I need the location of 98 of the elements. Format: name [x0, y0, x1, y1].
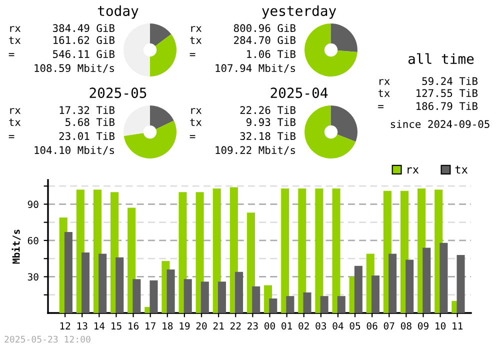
bar	[116, 257, 124, 313]
x-tick-label: 12	[60, 322, 70, 330]
bar	[184, 279, 192, 313]
bar	[388, 254, 397, 313]
bar	[196, 192, 204, 313]
text: rx 384.49 GiB	[10, 24, 115, 32]
x-tick-label: 15	[112, 322, 122, 330]
donut-slice	[304, 106, 356, 158]
text: tx 161.62 GiB	[9, 36, 115, 44]
bar	[281, 188, 290, 313]
bar	[252, 286, 260, 313]
donut-slice	[150, 106, 174, 130]
bar	[212, 188, 221, 313]
x-tick-label: 02	[298, 322, 309, 330]
x-tick-label: 18	[162, 322, 173, 330]
text: 109.22 Mbit/s	[216, 146, 295, 155]
x-tick-label: 03	[316, 322, 326, 330]
bar	[303, 292, 312, 313]
bar	[320, 296, 328, 313]
bar	[456, 254, 465, 313]
y-tick-label: 30	[28, 273, 38, 281]
text: rx 17.32 TiB	[10, 106, 115, 114]
bar	[218, 282, 226, 313]
legend-label: tx	[455, 166, 468, 174]
donut-slice	[304, 24, 358, 76]
chart-title: today	[98, 5, 138, 19]
x-tick-label: 11	[452, 322, 463, 330]
text: since 2024-09-05	[390, 120, 490, 128]
text: all time	[408, 53, 474, 64]
x-tick-label: 14	[94, 322, 105, 330]
text: tx 9.93 TiB	[190, 118, 296, 126]
x-tick-label: 20	[196, 322, 207, 330]
text: tx 284.70 GiB	[190, 36, 296, 44]
y-tick-label: 60	[28, 236, 38, 244]
text: rx 800.96 GiB	[191, 24, 296, 32]
bar	[440, 242, 448, 313]
bar	[246, 212, 255, 313]
text: = 32.18 TiB	[190, 132, 296, 140]
bar	[354, 266, 362, 313]
donut-slice	[150, 34, 176, 76]
x-tick-label: 17	[146, 322, 156, 330]
x-tick-label: 08	[400, 322, 412, 330]
text: 104.10 Mbit/s	[34, 146, 114, 155]
x-tick-label: 00	[264, 322, 275, 330]
x-tick-label: 23	[248, 322, 258, 330]
bar	[371, 276, 380, 313]
bar	[166, 269, 175, 313]
text: tx 127.55 TiB	[378, 88, 478, 98]
bar	[286, 296, 294, 313]
bar	[235, 272, 244, 313]
donut-slice	[124, 106, 150, 136]
x-tick-label: 05	[350, 322, 360, 330]
x-tick-label: 04	[332, 322, 344, 330]
donut-slice	[124, 24, 150, 76]
bar	[406, 260, 414, 313]
text: 108.59 Mbit/s	[34, 64, 114, 73]
x-tick-label: 07	[384, 322, 394, 330]
chart-title: yesterday	[262, 5, 336, 19]
bar	[150, 280, 158, 313]
text: tx 5.68 TiB	[9, 118, 115, 126]
donut-slice	[150, 24, 172, 46]
x-tick-label: 09	[418, 322, 428, 330]
x-tick-label: 19	[180, 322, 190, 330]
bar	[200, 282, 209, 313]
chart-title: 2025-05	[90, 88, 146, 98]
donut-slice	[124, 120, 176, 158]
text: rx 22.26 TiB	[191, 106, 296, 114]
text: = 546.11 GiB	[8, 50, 115, 58]
text: = 1.06 TiB	[190, 50, 296, 58]
bar	[332, 188, 340, 313]
bar	[315, 188, 324, 313]
text: rx 59.24 TiB	[380, 76, 478, 86]
text: 107.94 Mbit/s	[216, 64, 295, 73]
y-axis-title: Mbit/s	[12, 230, 21, 264]
text: 2025-05-23 12:00	[4, 336, 90, 343]
x-tick-label: 13	[77, 322, 88, 330]
bar	[98, 254, 107, 313]
x-tick-label: 10	[436, 322, 446, 330]
legend-label: rx	[408, 167, 419, 174]
x-tick-label: 01	[282, 322, 292, 330]
bar	[337, 296, 346, 313]
x-tick-label: 22	[230, 322, 241, 330]
y-tick-label: 90	[28, 200, 38, 208]
bar	[132, 279, 141, 313]
x-tick-label: 16	[128, 322, 139, 330]
x-tick-label: 21	[213, 322, 224, 330]
donut-slice	[331, 24, 358, 52]
text: = 23.01 TiB	[8, 132, 115, 140]
x-tick-label: 06	[366, 322, 378, 330]
donut-slice	[331, 106, 358, 142]
bar	[178, 192, 187, 313]
bar	[298, 188, 306, 313]
bar	[269, 298, 278, 313]
bar	[82, 252, 90, 313]
text: = 186.79 TiB	[378, 102, 478, 110]
bar	[422, 248, 431, 313]
chart-title: 2025-04	[270, 88, 328, 98]
bar	[64, 232, 72, 313]
